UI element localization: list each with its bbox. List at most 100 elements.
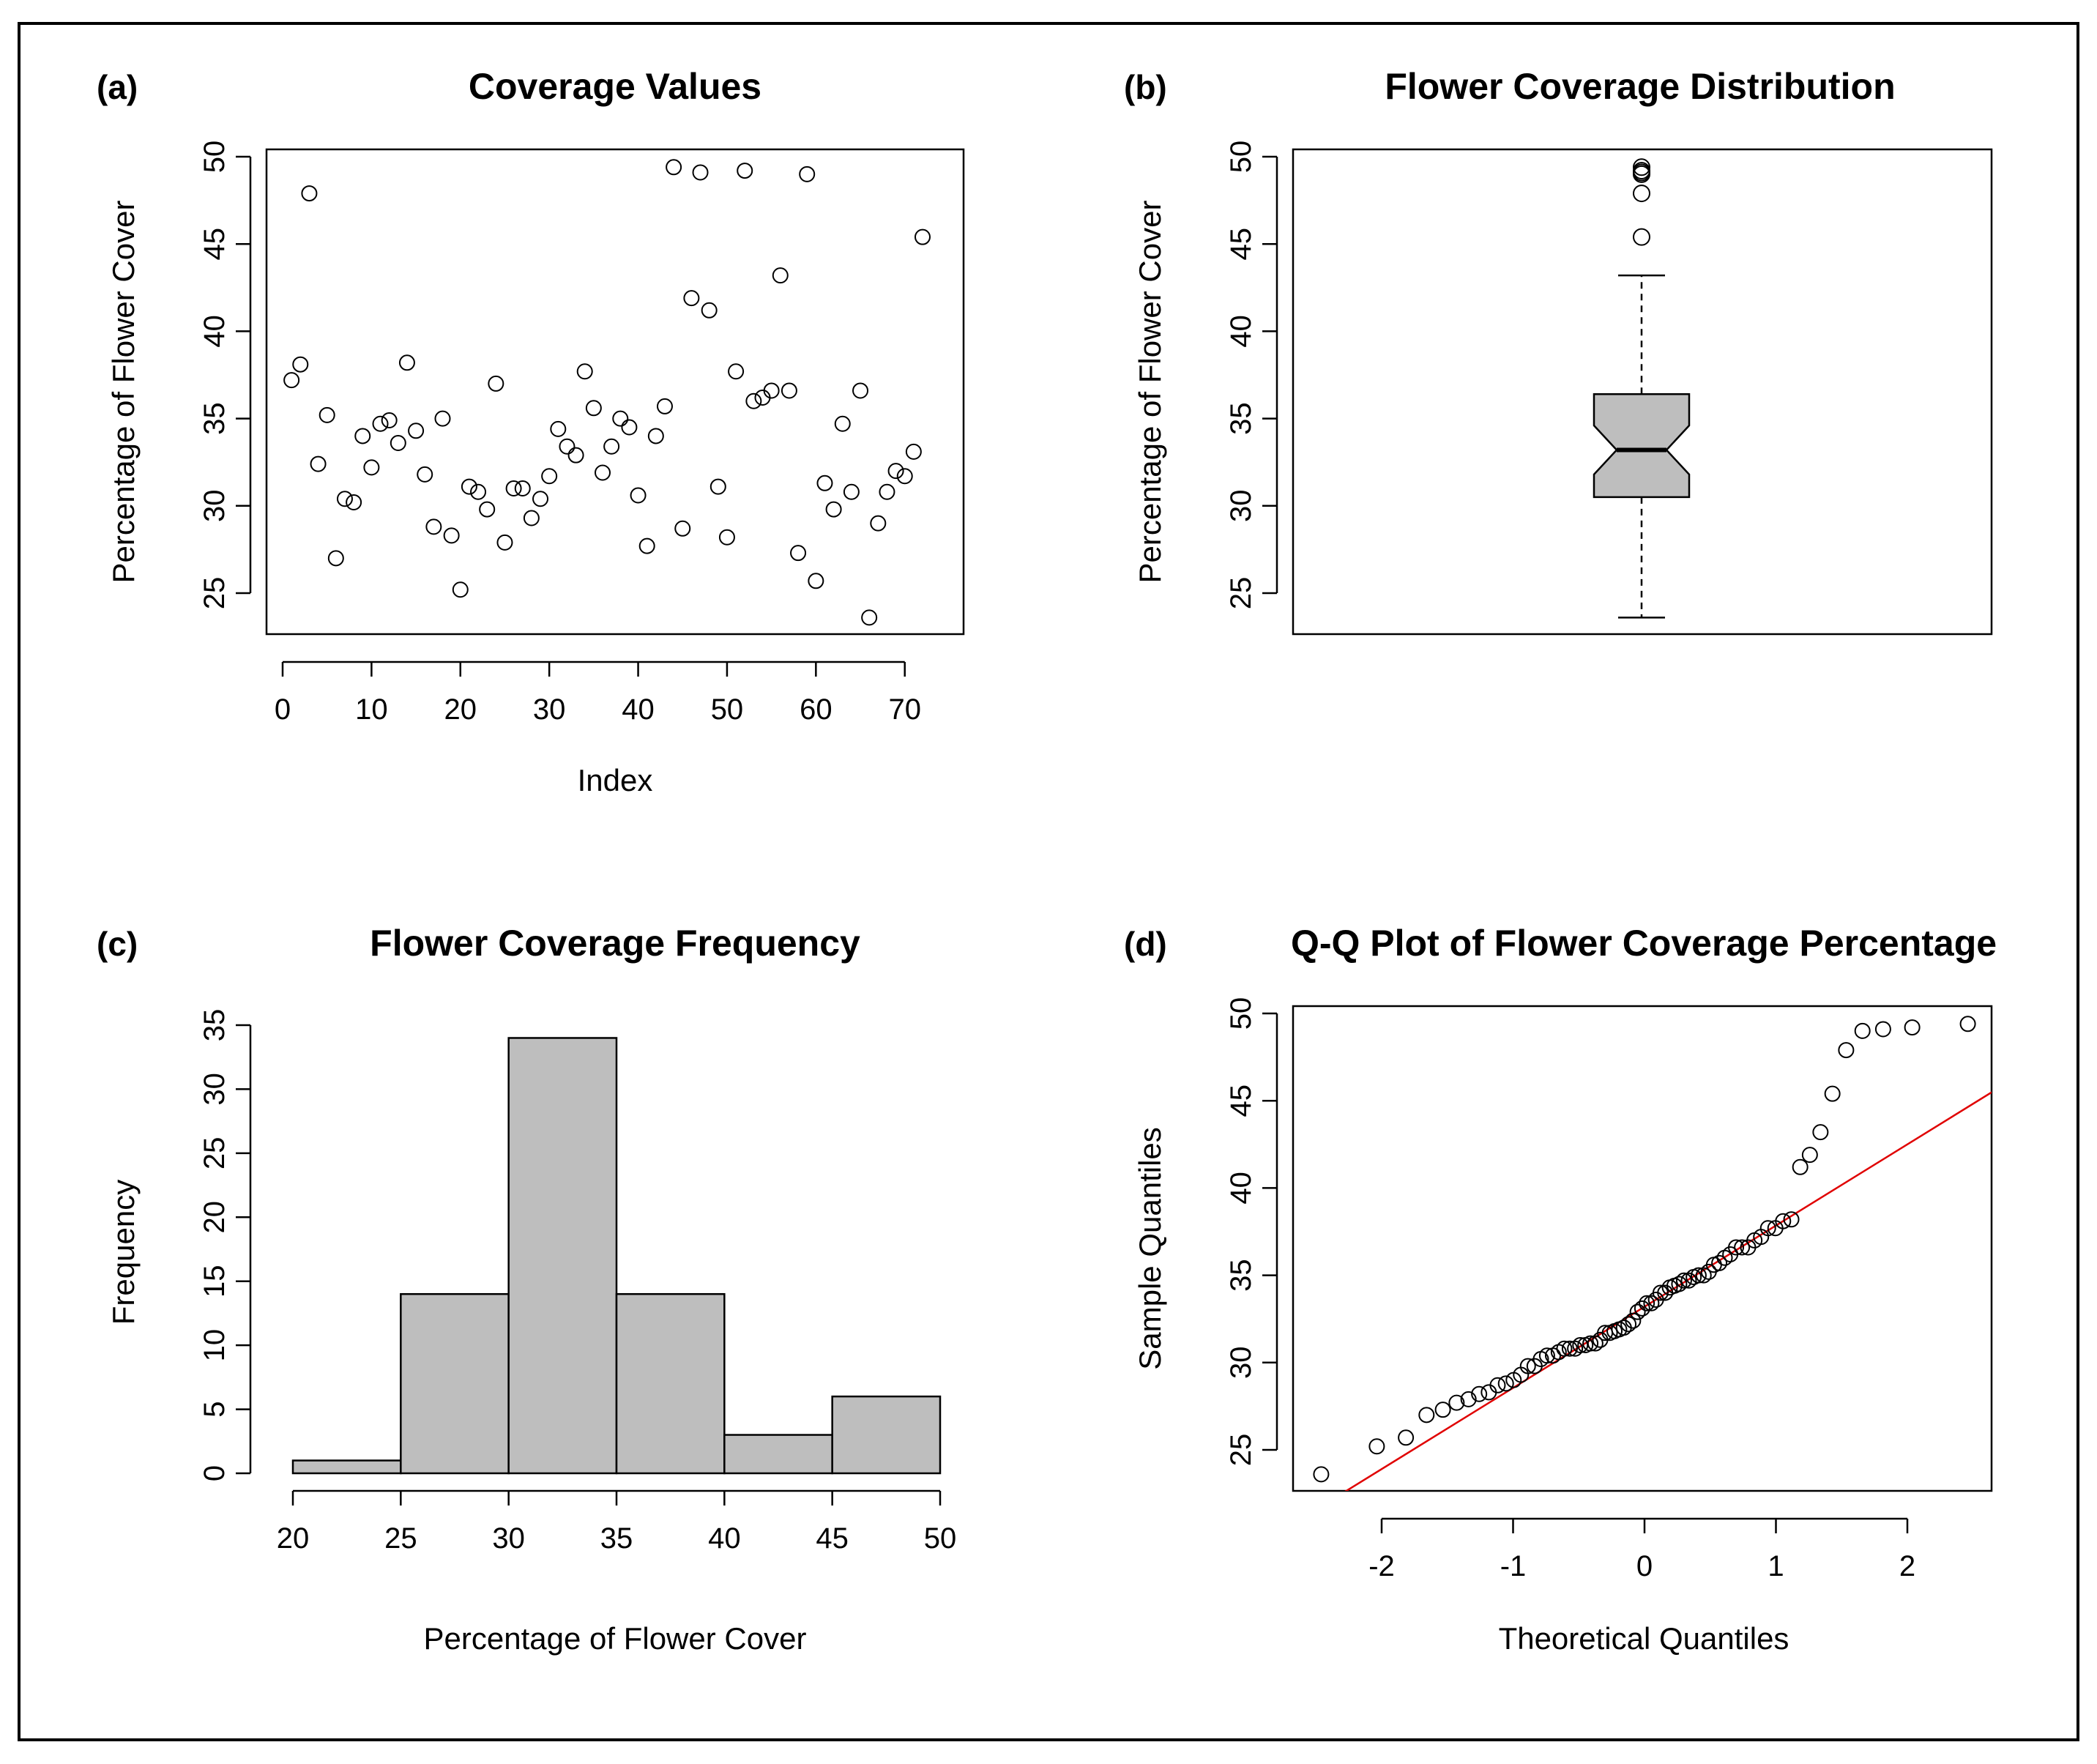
panel-d-xlabel: Theoretical Quantiles <box>1499 1621 1789 1656</box>
panel-a-point <box>647 428 664 444</box>
panel-a-point <box>488 375 504 392</box>
panel-b-y-tick-label: 45 <box>1225 228 1257 261</box>
panel-c-xlabel: Percentage of Flower Cover <box>424 1621 807 1656</box>
panel-a-point <box>319 406 335 423</box>
panel-b-y-tick-label: 40 <box>1225 315 1257 348</box>
panel-a-point <box>470 483 487 500</box>
panel-c-bar <box>723 1434 833 1475</box>
panel-a-point <box>576 363 593 380</box>
panel-a-point <box>808 573 824 589</box>
panel-a: (a) Coverage Values 0 10 20 30 40 50 60 70 25 30… <box>97 66 965 797</box>
panel-b-label: (b) <box>1124 68 1167 106</box>
panel-b-y-axis: 25 30 35 40 45 50 <box>1225 141 1278 610</box>
panel-c-bar <box>615 1292 726 1475</box>
panel-a-xlabel: Index <box>578 763 653 797</box>
panel-d-point <box>1734 1239 1751 1256</box>
panel-a-point <box>585 400 602 417</box>
panel-a-y-tick-label: 40 <box>198 315 231 348</box>
panel-a-point <box>354 428 371 444</box>
panel-c-y-tick-label: 20 <box>198 1201 231 1234</box>
panel-d-plot-box <box>1292 1005 1993 1492</box>
panel-d-point <box>1643 1295 1660 1311</box>
panel-d-point <box>1652 1284 1669 1301</box>
panel-a-point <box>701 302 718 319</box>
figure-border <box>18 22 2079 1741</box>
panel-b-title: Flower Coverage Distribution <box>1385 66 1895 107</box>
panel-a-point <box>666 159 682 176</box>
panel-c-y-axis: 0 5 10 15 20 25 30 35 <box>198 1009 252 1481</box>
panel-d-point <box>1728 1239 1745 1256</box>
panel-a-x-tick-label: 10 <box>355 693 388 726</box>
panel-a-title: Coverage Values <box>469 66 761 107</box>
panel-a-point <box>372 415 389 432</box>
panel-a-point <box>398 354 415 371</box>
panel-d-point <box>1620 1316 1637 1333</box>
panel-a-point <box>292 356 309 373</box>
panel-a-x-tick-label: 40 <box>622 693 655 726</box>
panel-d-point <box>1561 1340 1578 1357</box>
panel-a-point <box>683 290 700 307</box>
panel-d-point <box>1775 1213 1792 1229</box>
panel-a-point <box>363 459 380 476</box>
panel-a-ylabel: Percentage of Flower Cover <box>106 201 141 584</box>
panel-a-point <box>887 463 904 480</box>
panel-b-box <box>1593 392 1691 499</box>
panel-a-point <box>905 443 922 460</box>
panel-c-bar <box>507 1037 618 1475</box>
panel-a-point <box>479 501 496 518</box>
panel-d-point <box>1959 1016 1976 1032</box>
panel-a-point <box>638 537 655 554</box>
panel-b-ylabel: Percentage of Flower Cover <box>1133 201 1167 584</box>
panel-a-point <box>709 478 726 495</box>
panel-a-point <box>346 494 362 511</box>
panel-c-x-axis: 20 25 30 35 40 45 50 <box>277 1489 957 1555</box>
panel-c-x-tick-label: 30 <box>492 1522 525 1555</box>
panel-d-point <box>1824 1085 1841 1102</box>
panel-c-title: Flower Coverage Frequency <box>370 923 860 964</box>
panel-a-point <box>505 480 522 496</box>
panel-c-y-tick-label: 0 <box>198 1465 231 1481</box>
panel-d-point <box>1582 1335 1599 1352</box>
panel-a-label: (a) <box>97 68 138 106</box>
panel-d-point <box>1671 1276 1688 1292</box>
panel-d-point <box>1489 1377 1506 1393</box>
panel-d-y-tick-label: 35 <box>1225 1259 1257 1292</box>
panel-d-x-tick-label: 0 <box>1636 1550 1653 1582</box>
panel-a-y-tick-label: 30 <box>198 490 231 523</box>
panel-c-x-tick-label: 50 <box>924 1522 957 1555</box>
panel-c-y-tick-label: 5 <box>198 1401 231 1417</box>
panel-d-ylabel: Sample Quantiles <box>1133 1127 1167 1370</box>
panel-d-x-tick-label: 1 <box>1768 1550 1784 1582</box>
panel-d-y-tick-label: 25 <box>1225 1434 1257 1467</box>
panel-a-point <box>390 434 406 451</box>
panel-a-point <box>381 412 398 428</box>
panel-a-point <box>327 550 344 567</box>
panel-d-point <box>1471 1385 1488 1402</box>
panel-d-point <box>1680 1272 1697 1289</box>
panel-c-y-tick-label: 30 <box>198 1073 231 1106</box>
panel-b-y-tick-label: 25 <box>1225 577 1257 610</box>
panel-a-point <box>550 420 567 437</box>
panel-d-y-tick-label: 30 <box>1225 1347 1257 1380</box>
panel-d-point <box>1368 1438 1385 1455</box>
panel-b-y-tick-label: 35 <box>1225 402 1257 435</box>
panel-d-x-tick-label: -1 <box>1500 1550 1527 1582</box>
panel-a-point <box>799 165 816 182</box>
panel-d-point <box>1497 1375 1514 1392</box>
panel-a-point <box>674 520 691 537</box>
panel-a-point <box>816 475 833 491</box>
panel-c-y-tick-label: 25 <box>198 1137 231 1170</box>
panel-a-point <box>425 518 442 535</box>
panel-a-y-tick-label: 45 <box>198 228 231 261</box>
panel-d-point <box>1398 1429 1415 1446</box>
panel-d-point <box>1556 1340 1573 1357</box>
panel-d-point <box>1711 1254 1728 1271</box>
panel-a-x-tick-label: 0 <box>275 693 291 726</box>
panel-d-title: Q-Q Plot of Flower Coverage Percentage <box>1291 923 1997 964</box>
panel-c-x-tick-label: 45 <box>816 1522 849 1555</box>
panel-d-point <box>1675 1272 1692 1289</box>
panel-d-point <box>1519 1358 1536 1374</box>
panel-a-point <box>408 423 425 439</box>
panel-d-point <box>1639 1295 1655 1311</box>
panel-c-y-tick-label: 35 <box>198 1009 231 1042</box>
